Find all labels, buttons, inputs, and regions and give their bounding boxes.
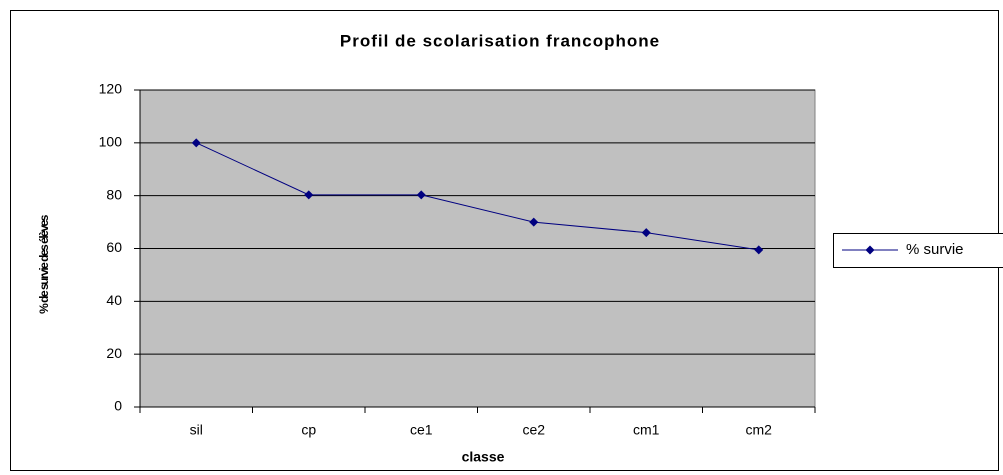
point	[191, 138, 201, 148]
x-tick-label: cm1	[633, 422, 660, 438]
y-tick-label: 40	[106, 292, 122, 308]
y-tick-label: 80	[106, 186, 122, 202]
x-tick-label: ce1	[410, 422, 433, 438]
legend-label: % survie	[906, 241, 964, 258]
x-axis-label: classe	[462, 449, 505, 465]
chart-title: Profil de scolarisation francophone	[340, 31, 660, 50]
point	[416, 190, 426, 200]
point	[641, 228, 651, 238]
y-tick-label: 100	[99, 134, 123, 150]
y-tick-label: 60	[106, 239, 122, 255]
y-axis-label: % de survie des élèves	[37, 214, 51, 314]
point	[754, 245, 764, 255]
point	[529, 217, 539, 227]
x-tick-label: cm2	[746, 422, 773, 438]
y-tick-label: 120	[99, 81, 123, 97]
series-line	[196, 142, 759, 251]
y-tick-label: 20	[106, 345, 122, 361]
y-tick-label: 0	[114, 398, 122, 414]
legend-swatch-marker	[865, 245, 875, 255]
x-tick-label: cp	[301, 422, 316, 438]
x-tick-label: sil	[190, 422, 203, 438]
point	[304, 190, 314, 200]
x-tick-label: ce2	[522, 422, 545, 438]
